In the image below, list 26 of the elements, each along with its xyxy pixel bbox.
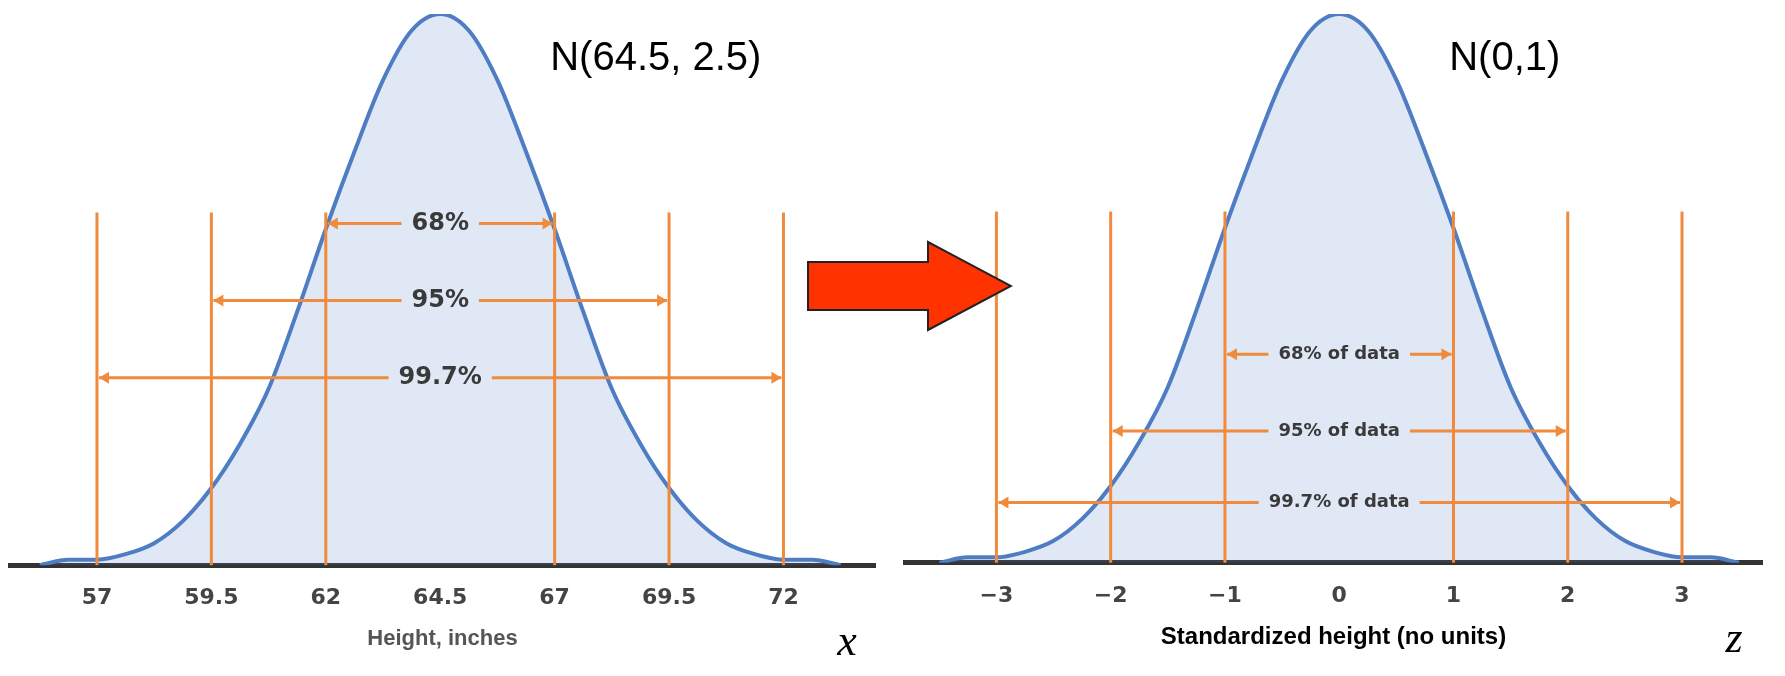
annotation: 99.7% bbox=[398, 362, 482, 391]
x-tick-label: 72 bbox=[768, 584, 799, 610]
annotation: 68% of data bbox=[1278, 341, 1401, 363]
x-tick-label: 67 bbox=[539, 584, 570, 610]
x-tick-label: 2 bbox=[1560, 581, 1576, 607]
x-tick-label: 69.5 bbox=[641, 584, 697, 610]
annotation: 99.7% of data bbox=[1268, 490, 1410, 512]
annotation: N(64.5, 2.5) bbox=[550, 34, 762, 79]
x-tick-label: 1 bbox=[1445, 581, 1462, 607]
annotation: 95% of data bbox=[1278, 418, 1401, 440]
x-tick-label: −2 bbox=[1093, 581, 1128, 607]
x-tick-label: −1 bbox=[1208, 581, 1242, 607]
annotation: N(0,1) bbox=[1449, 34, 1561, 79]
x-tick-label: 59.5 bbox=[184, 584, 239, 610]
text: z bbox=[1724, 613, 1743, 663]
x-tick-label: 57 bbox=[81, 584, 113, 610]
x-tick-label: 62 bbox=[310, 584, 342, 610]
annotation: 68% bbox=[411, 207, 469, 236]
x-tick-label: 0 bbox=[1331, 581, 1347, 607]
annotation: 95% bbox=[411, 284, 469, 313]
x-tick-label: −3 bbox=[979, 581, 1014, 607]
x-axis-title: Height, inches bbox=[367, 624, 518, 650]
x-axis-title: Standardized height (no units) bbox=[1160, 622, 1507, 650]
text: x bbox=[836, 615, 858, 665]
x-tick-label: 64.5 bbox=[413, 584, 468, 610]
x-tick-label: 3 bbox=[1674, 581, 1690, 607]
